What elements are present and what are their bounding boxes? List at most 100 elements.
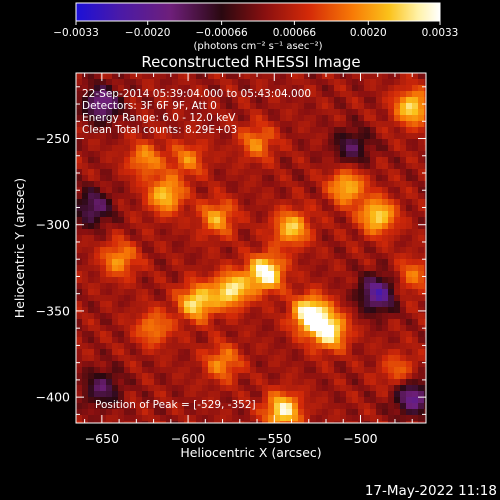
heatmap-cell bbox=[112, 337, 118, 343]
heatmap-cell bbox=[268, 127, 274, 133]
heatmap-cell bbox=[358, 397, 364, 403]
heatmap-cell bbox=[172, 157, 178, 163]
heatmap-cell bbox=[214, 157, 220, 163]
heatmap-cell bbox=[94, 271, 100, 277]
heatmap-cell bbox=[76, 247, 82, 253]
heatmap-cell bbox=[94, 217, 100, 223]
heatmap-cell bbox=[148, 331, 154, 337]
heatmap-cell bbox=[298, 217, 304, 223]
heatmap-cell bbox=[94, 115, 100, 121]
heatmap-cell bbox=[112, 217, 118, 223]
heatmap-cell bbox=[196, 157, 202, 163]
heatmap-cell bbox=[244, 253, 250, 259]
heatmap-cell bbox=[238, 73, 244, 79]
heatmap-cell bbox=[334, 241, 340, 247]
heatmap-cell bbox=[424, 157, 426, 163]
heatmap-cell bbox=[166, 103, 172, 109]
heatmap-cell bbox=[226, 163, 232, 169]
heatmap-cell bbox=[124, 97, 130, 103]
heatmap-cell bbox=[82, 265, 88, 271]
heatmap-cell bbox=[136, 217, 142, 223]
heatmap-cell bbox=[232, 301, 238, 307]
heatmap-cell bbox=[148, 103, 154, 109]
heatmap-cell bbox=[358, 391, 364, 397]
heatmap-cell bbox=[316, 361, 322, 367]
heatmap-cell bbox=[358, 205, 364, 211]
heatmap-cell bbox=[364, 163, 370, 169]
heatmap-cell bbox=[268, 217, 274, 223]
heatmap-cell bbox=[388, 301, 394, 307]
heatmap-cell bbox=[388, 367, 394, 373]
heatmap-cell bbox=[298, 373, 304, 379]
chart-title: Reconstructed RHESSI Image bbox=[141, 53, 360, 71]
heatmap-cell bbox=[274, 259, 280, 265]
heatmap-cell bbox=[280, 127, 286, 133]
heatmap-cell bbox=[238, 319, 244, 325]
heatmap-cell bbox=[172, 151, 178, 157]
heatmap-cell bbox=[310, 283, 316, 289]
heatmap-cell bbox=[124, 319, 130, 325]
heatmap-cell bbox=[304, 271, 310, 277]
heatmap-cell bbox=[208, 103, 214, 109]
heatmap-cell bbox=[274, 307, 280, 313]
heatmap-cell bbox=[304, 199, 310, 205]
heatmap-cell bbox=[94, 109, 100, 115]
heatmap-cell bbox=[298, 181, 304, 187]
heatmap-cell bbox=[370, 97, 376, 103]
heatmap-cell bbox=[346, 175, 352, 181]
heatmap-cell bbox=[280, 373, 286, 379]
heatmap-cell bbox=[208, 139, 214, 145]
heatmap-cell bbox=[184, 301, 190, 307]
heatmap-cell bbox=[142, 175, 148, 181]
heatmap-cell bbox=[292, 337, 298, 343]
heatmap-cell bbox=[262, 289, 268, 295]
heatmap-cell bbox=[250, 385, 256, 391]
heatmap-cell bbox=[340, 385, 346, 391]
heatmap-cell bbox=[298, 85, 304, 91]
heatmap-cell bbox=[82, 175, 88, 181]
heatmap-cell bbox=[130, 271, 136, 277]
heatmap-cell bbox=[310, 79, 316, 85]
heatmap-cell bbox=[358, 367, 364, 373]
heatmap-cell bbox=[406, 211, 412, 217]
heatmap-cell bbox=[82, 127, 88, 133]
heatmap-cell bbox=[118, 115, 124, 121]
heatmap-cell bbox=[292, 277, 298, 283]
heatmap-cell bbox=[112, 349, 118, 355]
heatmap-cell bbox=[382, 283, 388, 289]
heatmap-cell bbox=[274, 373, 280, 379]
heatmap-cell bbox=[406, 331, 412, 337]
heatmap-cell bbox=[304, 319, 310, 325]
heatmap-cell bbox=[268, 199, 274, 205]
heatmap-cell bbox=[346, 187, 352, 193]
heatmap-cell bbox=[334, 163, 340, 169]
heatmap-cell bbox=[220, 301, 226, 307]
heatmap-cell bbox=[424, 151, 426, 157]
heatmap-cell bbox=[76, 109, 82, 115]
heatmap-cell bbox=[394, 331, 400, 337]
heatmap-cell bbox=[124, 241, 130, 247]
heatmap-cell bbox=[376, 349, 382, 355]
heatmap-cell bbox=[142, 277, 148, 283]
heatmap-cell bbox=[280, 97, 286, 103]
heatmap-cell bbox=[244, 181, 250, 187]
heatmap-cell bbox=[418, 337, 424, 343]
heatmap-cell bbox=[130, 73, 136, 79]
heatmap-cell bbox=[388, 73, 394, 79]
heatmap-cell bbox=[298, 163, 304, 169]
heatmap-cell bbox=[178, 325, 184, 331]
heatmap-cell bbox=[184, 313, 190, 319]
heatmap-cell bbox=[232, 313, 238, 319]
heatmap-cell bbox=[406, 325, 412, 331]
heatmap-cell bbox=[346, 199, 352, 205]
heatmap-cell bbox=[280, 283, 286, 289]
heatmap-cell bbox=[376, 313, 382, 319]
heatmap-cell bbox=[388, 265, 394, 271]
heatmap-cell bbox=[166, 283, 172, 289]
heatmap-cell bbox=[418, 229, 424, 235]
heatmap-cell bbox=[82, 247, 88, 253]
heatmap-cell bbox=[358, 91, 364, 97]
heatmap-cell bbox=[208, 301, 214, 307]
heatmap-cell bbox=[286, 109, 292, 115]
heatmap-cell bbox=[88, 403, 94, 409]
